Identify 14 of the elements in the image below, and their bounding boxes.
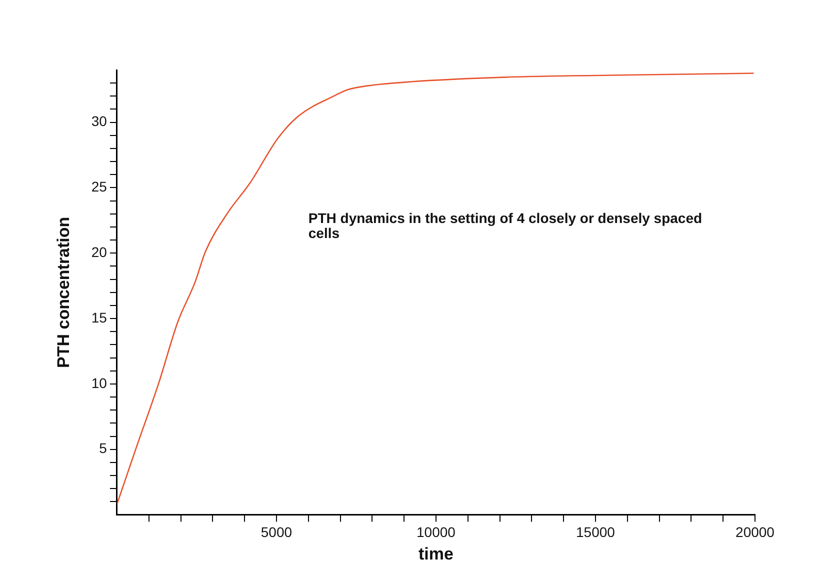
x-tick-label: 5000 <box>260 524 292 540</box>
y-tick-label: 25 <box>91 178 108 195</box>
annotation: PTH dynamics in the setting of 4 closely or densely spaced cells <box>308 210 702 242</box>
y-tick-label: 30 <box>91 113 108 130</box>
x-tick-label: 20000 <box>736 524 775 540</box>
x-tick-label: 10000 <box>416 524 456 540</box>
y-tick-label: 20 <box>91 244 108 260</box>
x-tick-label: 15000 <box>576 524 616 540</box>
y-axis-title: PTH concentration <box>54 216 73 368</box>
y-tick-label: 10 <box>91 374 108 391</box>
y-tick-label: 15 <box>91 309 108 326</box>
y-tick-label: 5 <box>99 440 108 456</box>
x-axis-title: time <box>418 544 454 564</box>
line-series <box>116 72 754 505</box>
